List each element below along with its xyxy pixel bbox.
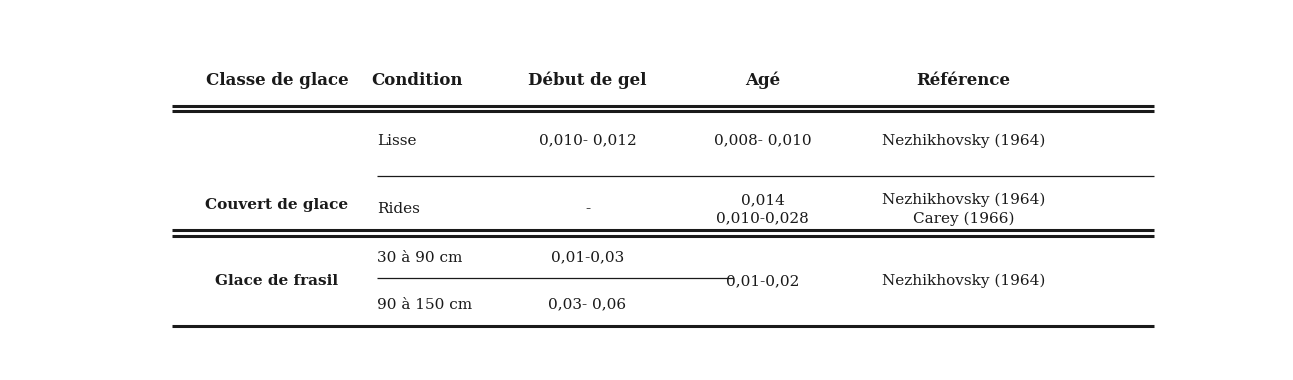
Text: Nezhikhovsky (1964): Nezhikhovsky (1964) (882, 274, 1045, 288)
Text: Glace de frasil: Glace de frasil (216, 274, 339, 288)
Text: 90 à 150 cm: 90 à 150 cm (378, 298, 472, 312)
Text: Nezhikhovsky (1964): Nezhikhovsky (1964) (882, 133, 1045, 148)
Text: 0,01-0,03: 0,01-0,03 (551, 251, 625, 265)
Text: 0,03- 0,06: 0,03- 0,06 (548, 298, 627, 312)
Text: -: - (584, 203, 590, 217)
Text: Classe de glace: Classe de glace (206, 72, 348, 89)
Text: Rides: Rides (378, 203, 420, 217)
Text: Condition: Condition (371, 72, 463, 89)
Text: 0,010- 0,012: 0,010- 0,012 (539, 134, 636, 148)
Text: Nezhikhovsky (1964)
Carey (1966): Nezhikhovsky (1964) Carey (1966) (882, 193, 1045, 226)
Text: Référence: Référence (917, 72, 1010, 89)
Text: 0,008- 0,010: 0,008- 0,010 (714, 134, 812, 148)
Text: Lisse: Lisse (378, 134, 416, 148)
Text: Couvert de glace: Couvert de glace (206, 198, 348, 212)
Text: 30 à 90 cm: 30 à 90 cm (378, 251, 463, 265)
Text: Début de gel: Début de gel (529, 72, 646, 89)
Text: Agé: Agé (745, 72, 781, 89)
Text: 0,014
0,010-0,028: 0,014 0,010-0,028 (716, 193, 809, 226)
Text: 0,01-0,02: 0,01-0,02 (727, 274, 799, 288)
